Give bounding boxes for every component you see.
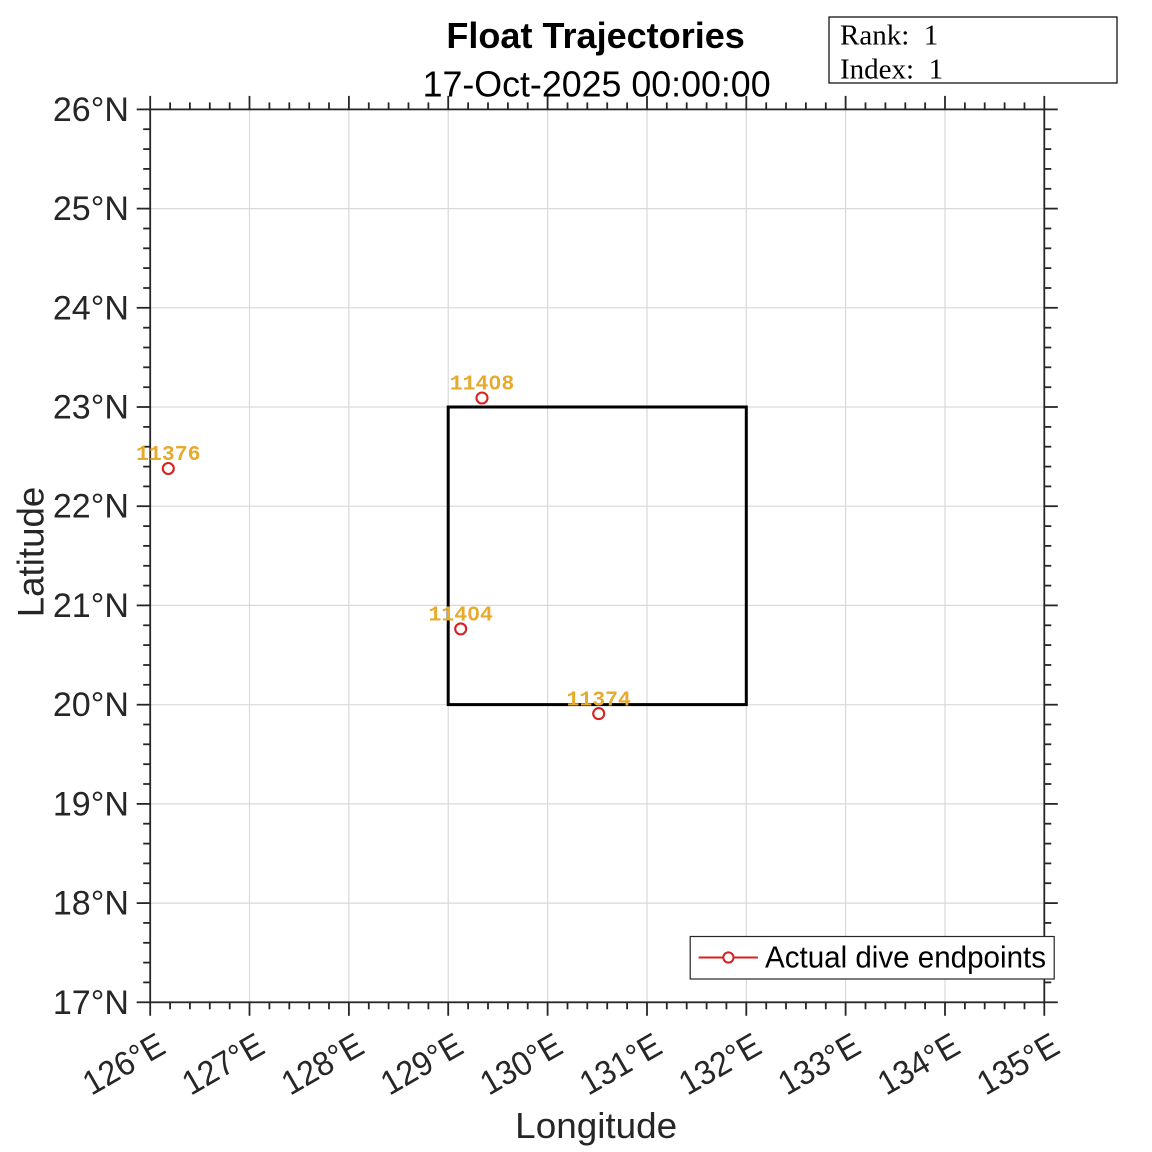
svg-text:20°N: 20°N xyxy=(53,686,129,724)
svg-text:11404: 11404 xyxy=(428,604,493,628)
svg-text:Longitude: Longitude xyxy=(515,1105,677,1146)
svg-text:Float Trajectories: Float Trajectories xyxy=(446,15,745,56)
svg-text:25°N: 25°N xyxy=(53,190,129,228)
svg-text:11374: 11374 xyxy=(566,688,631,712)
svg-text:Index: 1: Index: 1 xyxy=(840,54,943,86)
svg-text:Rank: 1: Rank: 1 xyxy=(840,20,938,52)
svg-text:23°N: 23°N xyxy=(53,389,129,427)
svg-text:17°N: 17°N xyxy=(53,984,129,1022)
svg-text:17-Oct-2025 00:00:00: 17-Oct-2025 00:00:00 xyxy=(423,63,771,104)
svg-text:11408: 11408 xyxy=(450,373,515,397)
svg-text:22°N: 22°N xyxy=(53,488,129,526)
svg-text:Latitude: Latitude xyxy=(11,487,52,618)
svg-text:24°N: 24°N xyxy=(53,289,129,327)
svg-text:26°N: 26°N xyxy=(53,91,129,129)
svg-text:18°N: 18°N xyxy=(53,885,129,923)
svg-text:19°N: 19°N xyxy=(53,785,129,823)
svg-text:11376: 11376 xyxy=(136,443,201,467)
svg-text:21°N: 21°N xyxy=(53,587,129,625)
svg-text:Actual dive endpoints: Actual dive endpoints xyxy=(765,940,1046,975)
